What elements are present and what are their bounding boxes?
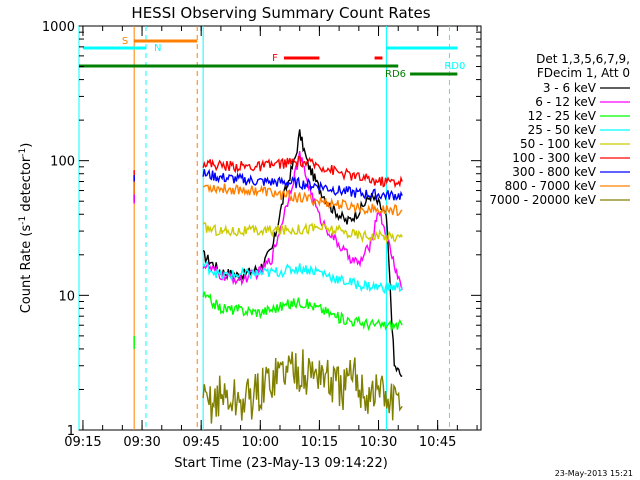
x-tick-label: 10:00 — [242, 435, 279, 450]
flag-label: N — [154, 43, 161, 54]
y-axis: 1 10 100 1000 — [42, 20, 481, 439]
flag-label: RD0 — [444, 61, 465, 72]
flag-bars: S N F RD0 RD6 — [79, 36, 465, 80]
y-tick-label: 10 — [58, 289, 75, 304]
flag-label: RD6 — [385, 69, 406, 80]
legend-label: 7000 - 20000 keV — [489, 193, 596, 207]
legend-label: 800 - 7000 keV — [505, 179, 597, 193]
series-line — [202, 168, 403, 201]
x-tick-label: 10:45 — [419, 435, 456, 450]
vertical-markers — [78, 26, 450, 430]
y-axis-label: Count Rate (s-1 detector-1) — [18, 143, 34, 314]
legend-label: 300 - 800 keV — [512, 165, 596, 179]
legend-label: 12 - 25 keV — [528, 109, 597, 123]
legend-label: 25 - 50 keV — [528, 123, 597, 137]
x-tick-label: 09:30 — [123, 435, 160, 450]
series-line — [202, 222, 403, 245]
x-tick-label: 10:15 — [301, 435, 338, 450]
x-tick-label: 09:45 — [182, 435, 219, 450]
x-axis-label: Start Time (23-May-13 09:14:22) — [174, 456, 388, 471]
y-tick-label: 1000 — [42, 20, 75, 35]
y-tick-label: 1 — [67, 424, 75, 439]
series-line — [202, 261, 403, 295]
x-tick-label: 10:30 — [360, 435, 397, 450]
legend-title-1: Det 1,3,5,6,7,9, — [536, 52, 630, 66]
legend-label: 6 - 12 keV — [535, 95, 597, 109]
series-line — [202, 291, 403, 332]
flag-label: S — [122, 36, 128, 47]
chart-title: HESSI Observing Summary Count Rates — [131, 4, 430, 22]
data-series — [133, 129, 403, 424]
legend-label: 3 - 6 keV — [543, 81, 597, 95]
legend-label: 100 - 300 keV — [512, 151, 596, 165]
legend-label: 50 - 100 keV — [520, 137, 597, 151]
y-tick-label: 100 — [50, 155, 75, 170]
flag-label: F — [272, 53, 278, 64]
series-line — [202, 183, 403, 217]
series-line — [202, 155, 403, 189]
legend-title-2: FDecim 1, Att 0 — [537, 66, 630, 80]
footer-date: 23-May-2013 15:21 — [555, 469, 633, 478]
series-line — [202, 129, 403, 378]
x-axis: 09:15 09:30 09:45 10:00 10:15 10:30 10:45 — [64, 26, 478, 450]
series-line — [202, 349, 403, 424]
x-tick-label: 09:15 — [64, 435, 101, 450]
